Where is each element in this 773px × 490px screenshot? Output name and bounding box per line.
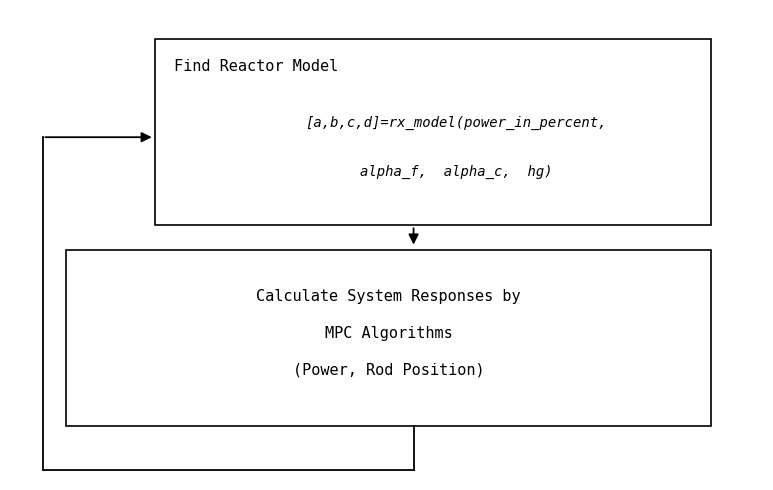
Text: MPC Algorithms: MPC Algorithms xyxy=(325,326,452,341)
FancyBboxPatch shape xyxy=(155,39,711,225)
Text: Calculate System Responses by: Calculate System Responses by xyxy=(256,289,521,304)
FancyBboxPatch shape xyxy=(66,250,711,426)
Text: alpha_f,  alpha_c,  hg): alpha_f, alpha_c, hg) xyxy=(359,165,553,178)
Text: (Power, Rod Position): (Power, Rod Position) xyxy=(293,363,484,377)
Text: [a,b,c,d]=rx_model(power_in_percent,: [a,b,c,d]=rx_model(power_in_percent, xyxy=(305,116,607,129)
Text: Find Reactor Model: Find Reactor Model xyxy=(174,59,338,74)
